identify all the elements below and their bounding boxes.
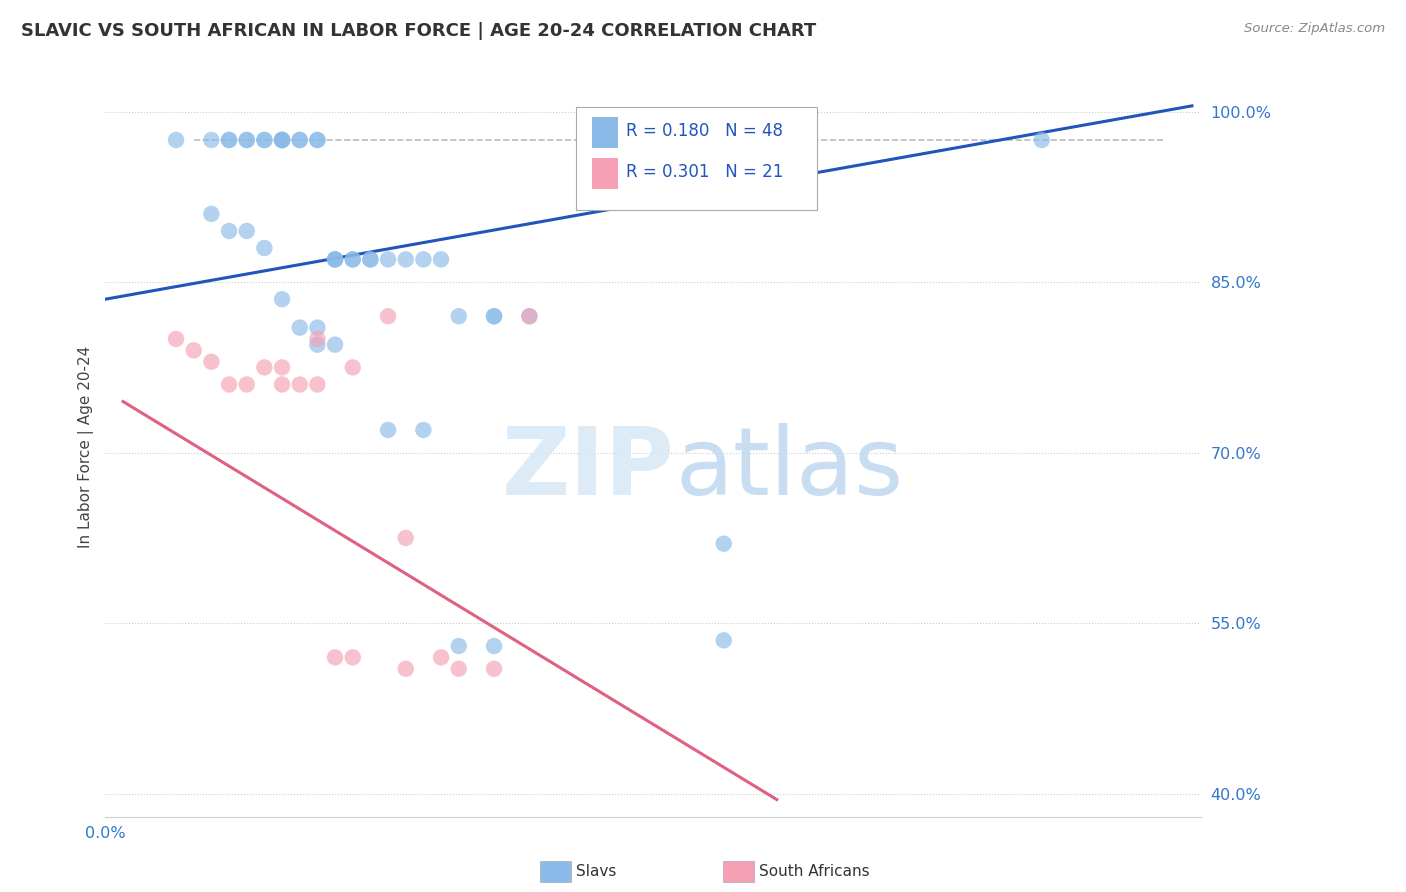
Point (165, 332, 187, 346)
Point (482, 639, 505, 653)
Point (482, 662, 505, 676)
Point (218, 133, 240, 147)
Point (218, 224, 240, 238)
Point (271, 292, 294, 306)
Point (342, 252, 364, 267)
Point (1031, 133, 1053, 147)
Point (253, 241, 276, 255)
Point (447, 662, 470, 676)
Point (200, 207, 222, 221)
Text: atlas: atlas (675, 423, 903, 516)
Point (323, 650, 346, 665)
Point (271, 133, 294, 147)
Point (288, 133, 311, 147)
Point (200, 133, 222, 147)
Point (377, 310, 399, 324)
Point (271, 360, 294, 375)
Point (183, 343, 205, 358)
Point (377, 252, 399, 267)
Point (253, 133, 276, 147)
Point (288, 320, 311, 334)
Point (342, 650, 364, 665)
Point (412, 252, 434, 267)
Y-axis label: In Labor Force | Age 20-24: In Labor Force | Age 20-24 (79, 346, 94, 549)
Point (519, 310, 541, 324)
Point (342, 360, 364, 375)
Point (235, 133, 257, 147)
Text: Source: ZipAtlas.com: Source: ZipAtlas.com (1244, 22, 1385, 36)
Point (253, 360, 276, 375)
Point (165, 133, 187, 147)
Point (307, 332, 329, 346)
Point (200, 355, 222, 369)
Point (323, 252, 346, 267)
Point (430, 252, 453, 267)
Point (288, 377, 311, 392)
Point (235, 224, 257, 238)
Point (307, 377, 329, 392)
Point (307, 133, 329, 147)
Point (412, 423, 434, 437)
Point (430, 650, 453, 665)
Text: Slavs: Slavs (576, 864, 617, 879)
Text: ZIP: ZIP (502, 423, 675, 516)
Point (342, 252, 364, 267)
Point (271, 133, 294, 147)
Text: R = 0.301   N = 21: R = 0.301 N = 21 (626, 163, 783, 181)
Point (288, 133, 311, 147)
Point (395, 252, 418, 267)
FancyBboxPatch shape (592, 118, 619, 148)
Point (519, 310, 541, 324)
Point (235, 377, 257, 392)
Point (271, 133, 294, 147)
Point (395, 531, 418, 545)
Point (323, 252, 346, 267)
Text: SLAVIC VS SOUTH AFRICAN IN LABOR FORCE | AGE 20-24 CORRELATION CHART: SLAVIC VS SOUTH AFRICAN IN LABOR FORCE |… (21, 22, 817, 40)
FancyBboxPatch shape (576, 107, 817, 211)
Text: South Africans: South Africans (759, 864, 870, 879)
Point (307, 133, 329, 147)
Point (447, 639, 470, 653)
Point (253, 133, 276, 147)
Point (713, 633, 735, 648)
Point (271, 133, 294, 147)
Point (482, 310, 505, 324)
Point (447, 310, 470, 324)
Point (395, 662, 418, 676)
Point (359, 252, 381, 267)
Point (323, 252, 346, 267)
Point (235, 133, 257, 147)
Point (713, 537, 735, 551)
Point (307, 337, 329, 351)
Point (377, 423, 399, 437)
Point (218, 377, 240, 392)
Point (359, 252, 381, 267)
Point (307, 320, 329, 334)
Point (271, 133, 294, 147)
Point (271, 377, 294, 392)
Text: R = 0.180   N = 48: R = 0.180 N = 48 (626, 122, 783, 140)
Point (218, 133, 240, 147)
Point (323, 337, 346, 351)
FancyBboxPatch shape (592, 158, 619, 189)
Point (482, 310, 505, 324)
